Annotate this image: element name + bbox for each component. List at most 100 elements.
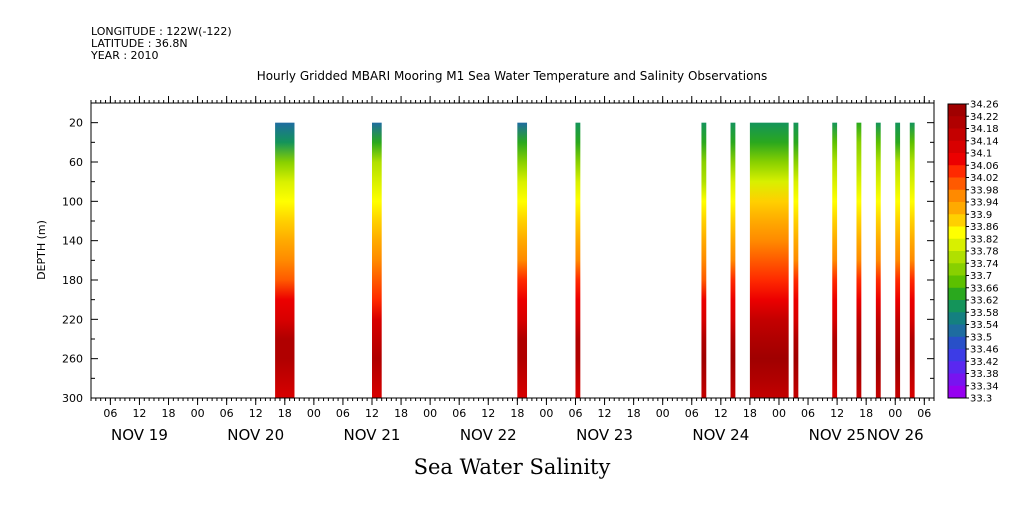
salinity-column (875, 122, 881, 399)
x-hour-label: 00 (423, 407, 437, 420)
colorbar-label: 33.98 (970, 185, 999, 196)
salinity-column (575, 122, 581, 399)
x-day-label: NOV 24 (692, 426, 749, 444)
colorbar-label: 33.66 (970, 283, 999, 294)
y-tick-label: 300 (62, 392, 83, 405)
x-hour-label: 12 (830, 407, 844, 420)
colorbar-label: 33.46 (970, 345, 999, 356)
x-hour-label: 00 (888, 407, 902, 420)
x-day-label: NOV 26 (867, 426, 924, 444)
salinity-column (372, 122, 382, 399)
colorbar-band (948, 287, 966, 301)
y-tick-label: 140 (62, 235, 83, 248)
colorbar-label: 33.3 (970, 394, 992, 405)
colorbar-band (948, 300, 966, 313)
salinity-column (856, 122, 862, 399)
year-label: YEAR : 2010 (90, 49, 159, 62)
salinity-column (793, 122, 799, 399)
salinity-column (895, 122, 901, 399)
x-hour-label: 00 (307, 407, 321, 420)
x-hour-label: 00 (772, 407, 786, 420)
colorbar-label: 33.9 (970, 210, 992, 221)
salinity-column (749, 122, 789, 399)
colorbar-band (948, 128, 966, 142)
x-day-label: NOV 23 (576, 426, 633, 444)
x-day-label: NOV 21 (344, 426, 401, 444)
x-hour-label: 12 (365, 407, 379, 420)
x-hour-label: 18 (510, 407, 524, 420)
colorbar-band (948, 153, 966, 166)
colorbar-band (948, 226, 966, 240)
x-hour-label: 18 (743, 407, 757, 420)
colorbar-label: 33.38 (970, 369, 999, 380)
colorbar-label: 33.34 (970, 381, 999, 392)
colorbar-band (948, 140, 966, 154)
x-hour-label: 00 (539, 407, 553, 420)
colorbar-label: 33.74 (970, 259, 999, 270)
colorbar-label: 34.18 (970, 124, 999, 135)
y-tick-label: 180 (62, 274, 83, 287)
colorbar-band (948, 104, 966, 117)
x-hour-label: 12 (132, 407, 146, 420)
colorbar-label: 34.02 (970, 173, 999, 184)
salinity-column (832, 122, 838, 399)
x-axis: 06 12 18 00 06 12 18 00 06 12 18 00 06 12 18 00 06 12 18 00… (103, 96, 931, 444)
variable-label: Sea Water Salinity (414, 455, 611, 479)
x-hour-label: 06 (452, 407, 466, 420)
colorbar-band (948, 336, 966, 350)
colorbar-band (948, 177, 966, 191)
colorbar-band (948, 238, 966, 252)
chart-title: Hourly Gridded MBARI Mooring M1 Sea Wate… (257, 69, 768, 83)
colorbar-label: 33.62 (970, 296, 999, 307)
x-hour-label: 18 (278, 407, 292, 420)
salinity-column (730, 122, 736, 399)
x-hour-label: 00 (191, 407, 205, 420)
y-axis: 20 60 100 140 180 220 260 300 (62, 117, 934, 405)
colorbar-band (948, 116, 966, 129)
x-hour-label: 06 (801, 407, 815, 420)
x-hour-label: 06 (103, 407, 117, 420)
salinity-column (275, 122, 295, 399)
colorbar-label: 33.54 (970, 320, 999, 331)
x-day-label: NOV 19 (111, 426, 168, 444)
y-tick-label: 60 (69, 156, 83, 169)
colorbar-label: 34.22 (970, 112, 999, 123)
x-hour-label: 18 (394, 407, 408, 420)
colorbar-band (948, 385, 966, 399)
colorbar-label: 33.94 (970, 198, 999, 209)
colorbar-label: 33.78 (970, 247, 999, 258)
colorbar-label: 33.86 (970, 222, 999, 233)
colorbar-label: 34.1 (970, 149, 992, 160)
colorbar-band (948, 189, 966, 203)
x-day-label: NOV 25 (809, 426, 866, 444)
x-day-label: NOV 20 (227, 426, 284, 444)
salinity-column (909, 122, 915, 399)
colorbar-label: 33.7 (970, 271, 992, 282)
latitude-label: LATITUDE : 36.8N (91, 37, 188, 50)
colorbar-band (948, 312, 966, 325)
minor-ticks (90, 100, 935, 401)
x-hour-label: 18 (162, 407, 176, 420)
x-hour-label: 06 (568, 407, 582, 420)
colorbar-label: 34.14 (970, 136, 999, 147)
y-tick-label: 220 (62, 313, 83, 326)
colorbar-band (948, 251, 966, 264)
x-hour-label: 06 (336, 407, 350, 420)
colorbar-band (948, 263, 966, 276)
x-hour-label: 06 (685, 407, 699, 420)
x-day-label: NOV 22 (460, 426, 517, 444)
colorbar-label: 34.26 (970, 100, 999, 111)
y-tick-label: 100 (62, 195, 83, 208)
salinity-column (701, 122, 707, 399)
colorbar-band (948, 214, 966, 227)
colorbar-band (948, 373, 966, 387)
x-hour-label: 18 (859, 407, 873, 420)
data-columns (275, 122, 915, 399)
colorbar-label: 33.58 (970, 308, 999, 319)
colorbar-label: 33.42 (970, 357, 999, 368)
colorbar-band (948, 361, 966, 374)
colorbar-label: 34.06 (970, 161, 999, 172)
x-hour-label: 12 (481, 407, 495, 420)
